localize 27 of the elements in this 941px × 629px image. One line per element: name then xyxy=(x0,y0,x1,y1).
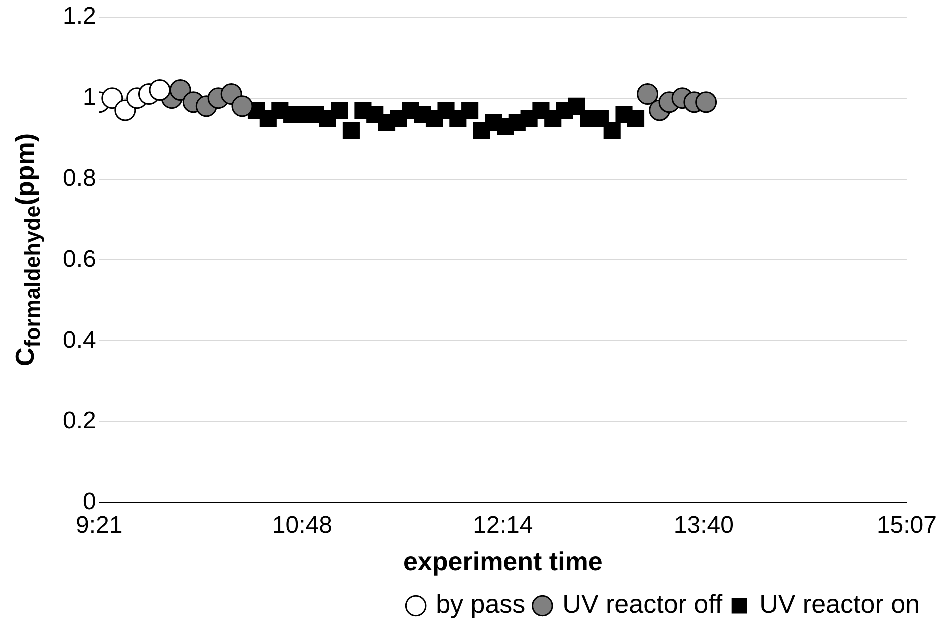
point xyxy=(331,102,348,119)
y-tick-label: 0.6 xyxy=(62,246,96,273)
point xyxy=(627,110,645,128)
point xyxy=(592,110,609,128)
legend-label: by pass xyxy=(436,589,526,620)
point xyxy=(149,79,171,101)
point xyxy=(637,84,659,106)
point xyxy=(342,122,360,140)
point xyxy=(696,92,718,114)
point xyxy=(462,102,479,119)
point xyxy=(102,88,124,110)
legend-label: UV reactor on xyxy=(760,589,920,620)
y-tick-label: 0.8 xyxy=(62,164,96,192)
point xyxy=(568,98,586,115)
legend-label: UV reactor off xyxy=(562,589,724,620)
x-tick-label: 15:07 xyxy=(876,512,937,540)
y-tick-label: 0.4 xyxy=(62,326,96,354)
x-tick-label: 13:40 xyxy=(674,512,734,540)
x-tick-label: 10:48 xyxy=(272,512,332,540)
y-tick-label: 1.2 xyxy=(62,3,96,30)
y-tick-label: 0.2 xyxy=(62,408,96,435)
x-tick-label: 12:14 xyxy=(473,512,534,540)
point xyxy=(604,122,621,140)
x-axis-title: experiment time xyxy=(403,546,603,577)
point xyxy=(232,96,254,118)
point xyxy=(170,79,192,101)
y-tick-label: 1 xyxy=(83,84,96,111)
